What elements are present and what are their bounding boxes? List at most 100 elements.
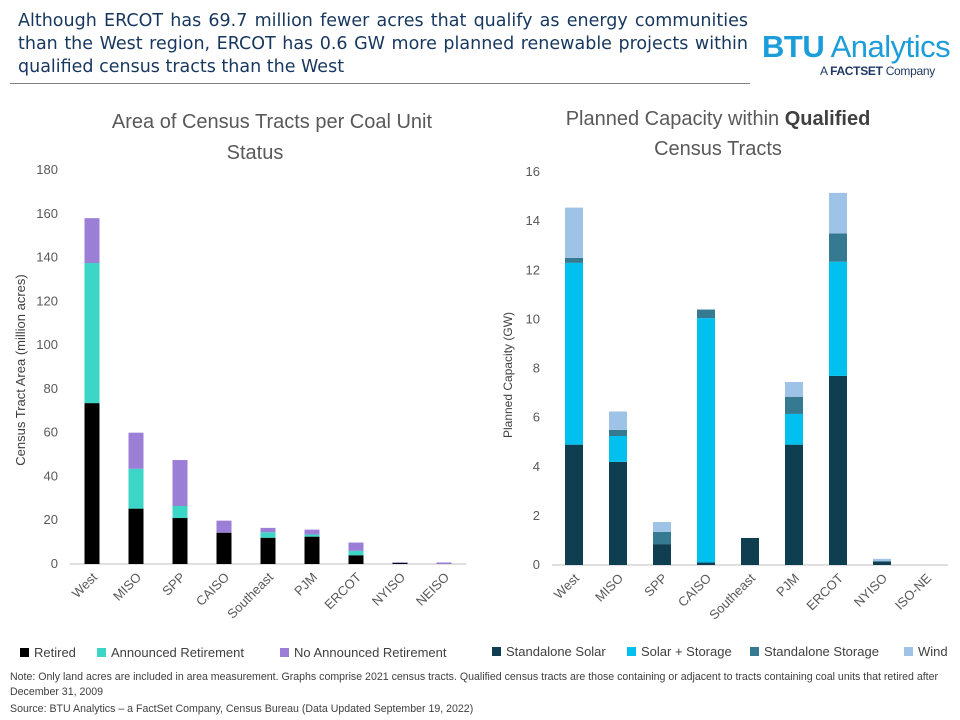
headline-divider bbox=[10, 83, 750, 84]
chart-left-y-tick-label: 120 bbox=[36, 293, 58, 308]
chart-right-y-tick-label: 0 bbox=[533, 557, 540, 572]
chart-right-x-tick-label-iso-ne: ISO-NE bbox=[892, 570, 935, 613]
chart-right-bar-pjm-standalone-storage bbox=[785, 396, 803, 414]
chart-right-legend-label-wind: Wind bbox=[918, 644, 948, 659]
chart-right-bar-west-standalone-storage bbox=[565, 257, 583, 263]
chart-left-bar-nyiso-no-announced-retirement bbox=[392, 562, 408, 563]
chart-left-bar-nyiso-retired bbox=[392, 562, 408, 564]
chart-right-ylabel: Planned Capacity (GW) bbox=[501, 312, 515, 438]
chart-right-bar-west-standalone-solar bbox=[565, 444, 583, 565]
chart-left-bar-west-retired bbox=[84, 403, 100, 564]
chart-left-x-tick-label-neiso: NEISO bbox=[413, 570, 452, 609]
chart-left-x-tick-label-nyiso: NYISO bbox=[369, 570, 408, 609]
chart-left-legend-label-no-announced-retirement: No Announced Retirement bbox=[294, 645, 447, 660]
chart-left: Area of Census Tracts per Coal Unit Stat… bbox=[13, 111, 466, 660]
chart-right-title-line2: Census Tracts bbox=[654, 138, 782, 160]
chart-left-title-line1: Area of Census Tracts per Coal Unit bbox=[112, 111, 433, 133]
chart-left-legend-swatch-no-announced-retirement bbox=[280, 648, 289, 657]
chart-right-legend-label-standalone-storage: Standalone Storage bbox=[764, 644, 879, 659]
chart-left-bar-spp-retired bbox=[172, 518, 188, 564]
chart-left-bar-ercot-no-announced-retirement bbox=[348, 542, 364, 551]
chart-right-bar-spp-standalone-solar bbox=[653, 544, 671, 565]
chart-right-y-tick-label: 12 bbox=[526, 262, 540, 277]
chart-left-y-tick-label: 100 bbox=[36, 337, 58, 352]
chart-right-y-tick-label: 14 bbox=[526, 213, 540, 228]
chart-right-y-tick-label: 6 bbox=[533, 410, 540, 425]
chart-right-bar-nyiso-standalone-solar bbox=[873, 561, 891, 565]
chart-right-legend-label-solar-storage: Solar + Storage bbox=[641, 644, 732, 659]
chart-left-bar-west-announced-retirement bbox=[84, 263, 100, 404]
chart-left-bars bbox=[84, 218, 452, 564]
chart-right-bar-ercot-wind bbox=[829, 192, 847, 234]
chart-right-bar-pjm-wind bbox=[785, 382, 803, 397]
chart-right-x-tick-label-spp: SPP bbox=[641, 571, 670, 600]
chart-right-bar-ercot-standalone-storage bbox=[829, 233, 847, 262]
chart-left-bar-pjm-no-announced-retirement bbox=[304, 529, 320, 535]
chart-right-y-tick-label: 16 bbox=[526, 164, 540, 179]
chart-right-bar-miso-standalone-storage bbox=[609, 429, 627, 437]
chart-left-bar-spp-no-announced-retirement bbox=[172, 460, 188, 506]
chart-left-x-tick-label-southeast: Southeast bbox=[224, 569, 276, 621]
chart-right-bar-ercot-standalone-solar bbox=[829, 375, 847, 565]
chart-right-bar-miso-solar-storage bbox=[609, 436, 627, 462]
chart-left-y-tick-label: 60 bbox=[44, 425, 58, 440]
chart-right-bar-spp-wind bbox=[653, 522, 671, 532]
chart-right-bar-west-wind bbox=[565, 207, 583, 258]
chart-left-ylabel: Census Tract Area (million acres) bbox=[13, 274, 28, 465]
chart-left-y-tick-label: 160 bbox=[36, 206, 58, 221]
chart-left-legend-label-announced-retirement: Announced Retirement bbox=[111, 645, 244, 660]
chart-right-bar-spp-standalone-storage bbox=[653, 531, 671, 545]
chart-right-x-tick-label-nyiso: NYISO bbox=[851, 571, 890, 610]
chart-left-bar-west-no-announced-retirement bbox=[84, 218, 100, 264]
chart-right-bar-caiso-solar-storage bbox=[697, 318, 715, 563]
source-line: Source: BTU Analytics – a FactSet Compan… bbox=[10, 703, 474, 715]
chart-right-bars bbox=[565, 192, 891, 565]
chart-left-bar-miso-announced-retirement bbox=[128, 468, 144, 509]
chart-left-bar-ercot-retired bbox=[348, 555, 364, 564]
chart-left-y-tick-label: 80 bbox=[44, 381, 58, 396]
chart-right-bar-pjm-standalone-solar bbox=[785, 444, 803, 565]
chart-left-y-axis: 0 20 40 60 80 100 120 140 160 180 bbox=[36, 162, 58, 571]
chart-left-bar-southeast-no-announced-retirement bbox=[260, 527, 276, 533]
chart-left-bar-southeast-retired bbox=[260, 537, 276, 564]
chart-right-x-tick-label-miso: MISO bbox=[592, 571, 626, 605]
chart-left-legend: Retired Announced Retirement No Announced … bbox=[20, 645, 447, 660]
chart-left-y-tick-label: 40 bbox=[44, 468, 58, 483]
chart-right-bar-west-solar-storage bbox=[565, 262, 583, 445]
chart-right-x-tick-label-ercot: ERCOT bbox=[803, 570, 846, 613]
chart-left-legend-swatch-announced-retirement bbox=[97, 648, 106, 657]
chart-right-y-tick-label: 4 bbox=[533, 459, 540, 474]
logo-wordmark: BTU Analytics bbox=[762, 29, 951, 64]
chart-right-title-line1: Planned Capacity within Qualified bbox=[566, 108, 871, 130]
chart-right-bar-pjm-solar-storage bbox=[785, 413, 803, 445]
chart-right-y-tick-label: 8 bbox=[533, 361, 540, 376]
logo-tagline: A FACTSET Company bbox=[820, 64, 935, 78]
chart-right-legend-label-standalone-solar: Standalone Solar bbox=[506, 644, 606, 659]
chart-right-y-axis: 0 2 4 6 8 10 12 14 16 bbox=[526, 164, 540, 572]
chart-left-bar-miso-no-announced-retirement bbox=[128, 432, 144, 469]
chart-left-x-tick-label-west: West bbox=[69, 569, 101, 601]
chart-left-y-tick-label: 140 bbox=[36, 250, 58, 265]
chart-right-legend: Standalone Solar Solar + Storage Standalon… bbox=[492, 644, 948, 659]
chart-left-x-tick-label-ercot: ERCOT bbox=[321, 569, 364, 612]
chart-right-legend-swatch-wind bbox=[904, 647, 913, 656]
chart-right-bar-ercot-solar-storage bbox=[829, 261, 847, 376]
chart-left-x-tick-label-spp: SPP bbox=[159, 570, 188, 599]
chart-right-legend-swatch-standalone-storage bbox=[750, 647, 759, 656]
chart-left-x-tick-label-pjm: PJM bbox=[291, 570, 320, 599]
headline: Although ERCOT has 69.7 million fewer ac… bbox=[18, 11, 748, 77]
chart-right-bar-miso-standalone-solar bbox=[609, 461, 627, 565]
chart-left-y-tick-label: 20 bbox=[44, 512, 58, 527]
chart-left-bar-pjm-announced-retirement bbox=[304, 534, 320, 537]
chart-right-legend-swatch-solar-storage bbox=[627, 647, 636, 656]
chart-left-bar-pjm-retired bbox=[304, 536, 320, 564]
chart-left-bar-spp-announced-retirement bbox=[172, 505, 188, 519]
chart-left-y-tick-label: 0 bbox=[51, 556, 58, 571]
chart-left-y-tick-label: 180 bbox=[36, 162, 58, 177]
chart-right-legend-swatch-standalone-solar bbox=[492, 647, 501, 656]
chart-left-bar-neiso-no-announced-retirement bbox=[436, 562, 452, 564]
chart-left-bar-miso-retired bbox=[128, 508, 144, 564]
chart-right-y-tick-label: 2 bbox=[533, 508, 540, 523]
